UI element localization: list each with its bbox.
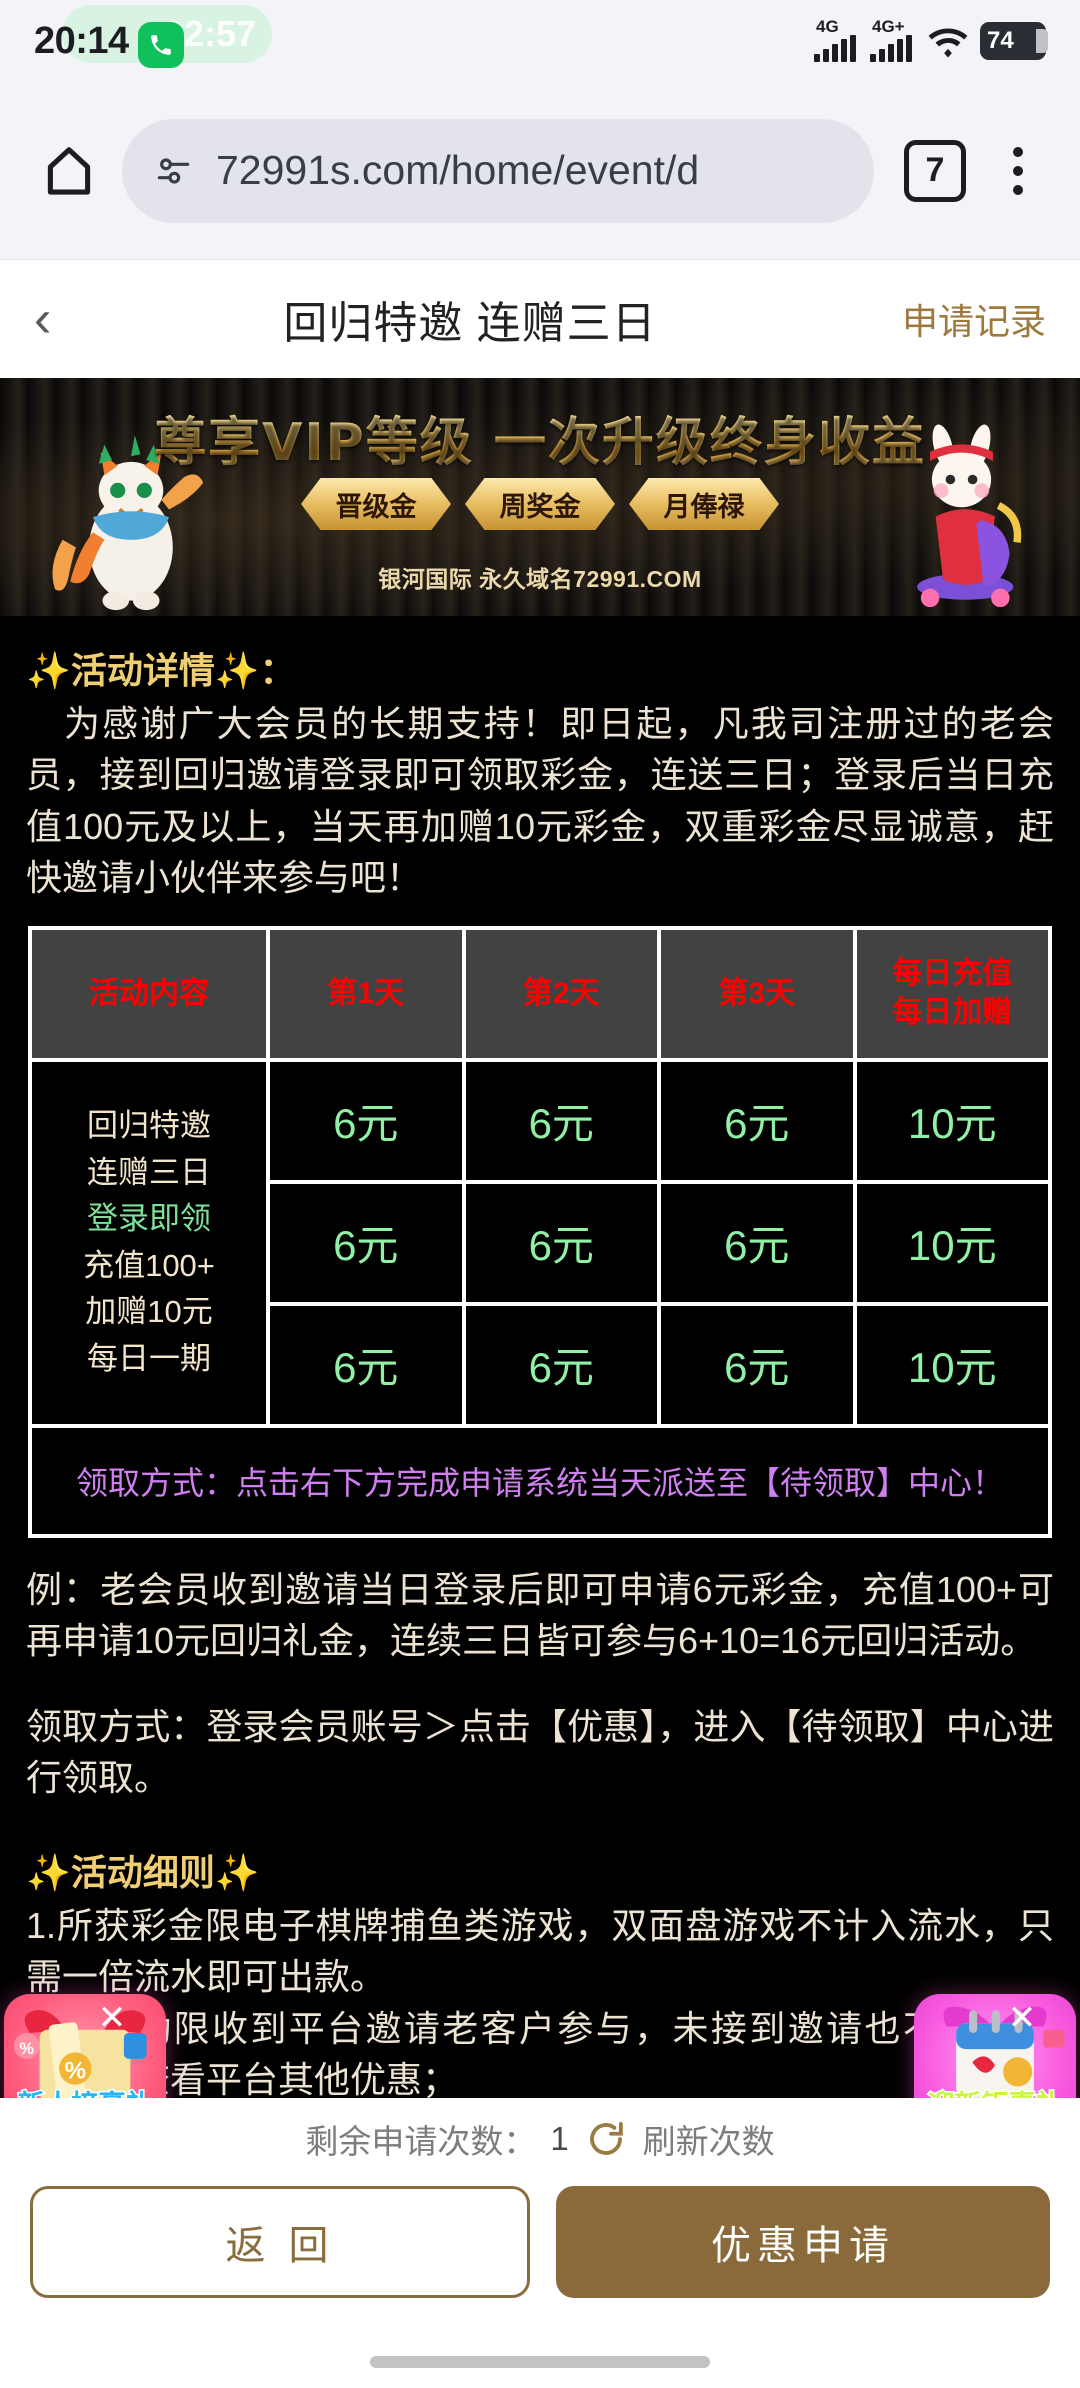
status-bar: 02:57 20:14 4G 4G+ bbox=[0, 0, 1080, 82]
table-header-day3: 第3天 bbox=[657, 925, 857, 1062]
activity-name-line: 加赠10元 bbox=[85, 1294, 213, 1330]
calendar-icon bbox=[943, 2006, 1065, 2098]
home-indicator bbox=[370, 2356, 710, 2368]
table-cell-amount: 10元 bbox=[852, 1301, 1052, 1428]
table-header-daily-deposit: 每日充值 每日加赠 bbox=[852, 925, 1052, 1062]
badge-label: 月俸禄 bbox=[663, 491, 745, 522]
close-icon[interactable]: ✕ bbox=[97, 1999, 127, 2037]
table-cell-amount: 10元 bbox=[852, 1179, 1052, 1306]
banner-subtitle: 银河国际 永久域名72991.COM bbox=[378, 566, 702, 592]
badge-label: 周奖金 bbox=[499, 491, 581, 522]
example-text: 例：老会员收到邀请当日登录后即可申请6元彩金，充值100+可再申请10元回归礼金… bbox=[26, 1568, 1054, 1662]
refresh-icon[interactable] bbox=[583, 2116, 629, 2162]
url-bar[interactable]: 72991s.com/home/event/d bbox=[122, 118, 874, 223]
more-vertical-icon[interactable] bbox=[986, 132, 1050, 210]
back-button[interactable]: 返 回 bbox=[30, 2186, 530, 2298]
table-cell-amount: 6元 bbox=[461, 1057, 661, 1184]
promo-banner[interactable]: 尊享VIP等级 一次升级终身收益 晋级金 周奖金 月俸禄 银河国际 永久域名72… bbox=[0, 378, 1080, 616]
reward-table: 活动内容 第1天 第2天 第3天 每日充值 每日加赠 回归特邀 bbox=[28, 925, 1052, 1538]
table-row: 6元 6元 6元 10元 bbox=[30, 1179, 1052, 1306]
table-header-row: 活动内容 第1天 第2天 第3天 每日充值 每日加赠 bbox=[28, 925, 1052, 1062]
table-cell-amount: 6元 bbox=[461, 1179, 661, 1306]
banner-badges: 晋级金 周奖金 月俸禄 bbox=[0, 478, 1080, 530]
battery-icon: 74 bbox=[980, 22, 1048, 60]
table-header-daily-deposit-line1: 每日充值 bbox=[892, 957, 1013, 991]
rabbit-mascot bbox=[917, 424, 1022, 608]
status-bar-clock: 20:14 bbox=[34, 19, 129, 62]
status-bar-left: 02:57 20:14 bbox=[34, 4, 272, 68]
browser-toolbar: 72991s.com/home/event/d 7 bbox=[0, 82, 1080, 260]
activity-details-section: ✨活动详情✨： 为感谢广大会员的长期支持！即日起，凡我司注册过的老会员，接到回归… bbox=[0, 642, 1080, 904]
table-row: 6元 6元 6元 10元 bbox=[30, 1301, 1052, 1428]
reward-table-wrapper: 活动内容 第1天 第2天 第3天 每日充值 每日加赠 回归特邀 bbox=[0, 925, 1080, 1538]
signal-icon-sim2: 4G+ bbox=[870, 17, 916, 62]
page-title: 回归特邀 连赠三日 bbox=[283, 299, 657, 348]
bottom-action-bar: 剩余申请次数： 1 刷新次数 返 回 优惠申请 bbox=[0, 2098, 1080, 2388]
svg-text:%: % bbox=[19, 2040, 33, 2058]
table-cell-amount: 6元 bbox=[266, 1301, 466, 1428]
table-row: 回归特邀 连赠三日 登录即领 充值100+ 加赠10元 每日一期 6元 6元 6… bbox=[28, 1057, 1052, 1428]
table-cell-activity-name: 回归特邀 连赠三日 登录即领 充值100+ 加赠10元 每日一期 bbox=[28, 1057, 270, 1428]
table-header-activity: 活动内容 bbox=[28, 925, 270, 1062]
table-header-day1: 第1天 bbox=[266, 925, 466, 1062]
home-icon[interactable] bbox=[30, 132, 108, 210]
table-cell-amount: 10元 bbox=[852, 1057, 1052, 1184]
page-content: 尊享VIP等级 一次升级终身收益 晋级金 周奖金 月俸禄 银河国际 永久域名72… bbox=[0, 378, 1080, 2098]
table-note-row: 领取方式：点击右下方完成申请系统当天派送至【待领取】中心！ bbox=[28, 1423, 1052, 1538]
refresh-attempts-label[interactable]: 刷新次数 bbox=[642, 2123, 775, 2160]
activity-name-line: 每日一期 bbox=[87, 1340, 211, 1376]
activity-details-text: 为感谢广大会员的长期支持！即日起，凡我司注册过的老会员，接到回归邀请登录即可领取… bbox=[26, 703, 1054, 899]
close-icon[interactable]: ✕ bbox=[1007, 1999, 1037, 2037]
svg-text:%: % bbox=[64, 2057, 86, 2084]
claim-method-text: 领取方式：登录会员账号＞点击【优惠】，进入【待领取】中心进行领取。 bbox=[26, 1705, 1054, 1799]
action-buttons-row: 返 回 优惠申请 bbox=[0, 2186, 1080, 2298]
table-header-daily-deposit-line2: 每日加赠 bbox=[892, 995, 1013, 1029]
activity-name-line: 连赠三日 bbox=[87, 1154, 211, 1190]
network-type-label-2: 4G+ bbox=[872, 17, 905, 36]
wifi-icon bbox=[926, 21, 970, 61]
url-text: 72991s.com/home/event/d bbox=[216, 147, 700, 193]
table-cell-amount: 6元 bbox=[266, 1057, 466, 1184]
rule-item: 2.此活动限收到平台邀请老客户参与，未接到邀请也不要灰心哦，可查看平台其他优惠； bbox=[26, 2007, 1054, 2098]
tab-count-label: 7 bbox=[925, 151, 945, 189]
badge-promotion-bonus[interactable]: 晋级金 bbox=[301, 478, 451, 530]
battery-level-label: 74 bbox=[987, 27, 1014, 54]
rules-heading: ✨活动细则✨ bbox=[26, 1851, 260, 1893]
table-cell-amount: 6元 bbox=[657, 1179, 857, 1306]
badge-monthly-salary[interactable]: 月俸禄 bbox=[629, 478, 779, 530]
badge-label: 晋级金 bbox=[335, 491, 417, 522]
site-settings-icon[interactable] bbox=[156, 151, 196, 191]
table-cell-amount: 6元 bbox=[266, 1179, 466, 1306]
remaining-attempts-count: 1 bbox=[550, 2120, 569, 2157]
badge-weekly-bonus[interactable]: 周奖金 bbox=[465, 478, 615, 530]
application-records-link[interactable]: 申请记录 bbox=[901, 301, 1046, 342]
example-section: 例：老会员收到邀请当日登录后即可申请6元彩金，充值100+可再申请10元回归礼金… bbox=[0, 1564, 1080, 2098]
activity-details-heading: ✨活动详情✨： bbox=[26, 650, 296, 691]
apply-promotion-button[interactable]: 优惠申请 bbox=[556, 2186, 1050, 2298]
chevron-left-icon[interactable]: ‹ bbox=[34, 290, 52, 348]
table-cell-amount: 6元 bbox=[657, 1057, 857, 1184]
banner-title: 尊享VIP等级 一次升级终身收益 bbox=[0, 400, 1080, 475]
tiger-mascot bbox=[52, 435, 204, 611]
table-header-day2: 第2天 bbox=[461, 925, 661, 1062]
tab-counter-button[interactable]: 7 bbox=[904, 139, 966, 202]
remaining-attempts-row: 剩余申请次数： 1 刷新次数 bbox=[0, 2102, 1080, 2176]
phone-icon[interactable] bbox=[138, 21, 184, 68]
table-cell-amount: 6元 bbox=[461, 1301, 661, 1428]
table-cell-amount: 6元 bbox=[657, 1301, 857, 1428]
table-note: 领取方式：点击右下方完成申请系统当天派送至【待领取】中心！ bbox=[28, 1423, 1052, 1538]
gift-box-icon: % % bbox=[13, 2010, 147, 2101]
signal-icon-sim1: 4G bbox=[814, 17, 860, 62]
activity-name-line: 充值100+ bbox=[83, 1247, 215, 1283]
activity-name-line-highlight: 登录即领 bbox=[87, 1201, 211, 1237]
rule-item: 1.所获彩金限电子棋牌捕鱼类游戏，双面盘游戏不计入流水，只需一倍流水即可出款。 bbox=[26, 1904, 1054, 1998]
remaining-attempts-label: 剩余申请次数： bbox=[305, 2123, 537, 2160]
network-type-label-1: 4G bbox=[816, 17, 839, 36]
activity-name-line: 回归特邀 bbox=[87, 1108, 211, 1144]
status-bar-right: 4G 4G+ 74 bbox=[814, 17, 1048, 62]
page-header: ‹ 回归特邀 连赠三日 申请记录 bbox=[0, 260, 1080, 378]
